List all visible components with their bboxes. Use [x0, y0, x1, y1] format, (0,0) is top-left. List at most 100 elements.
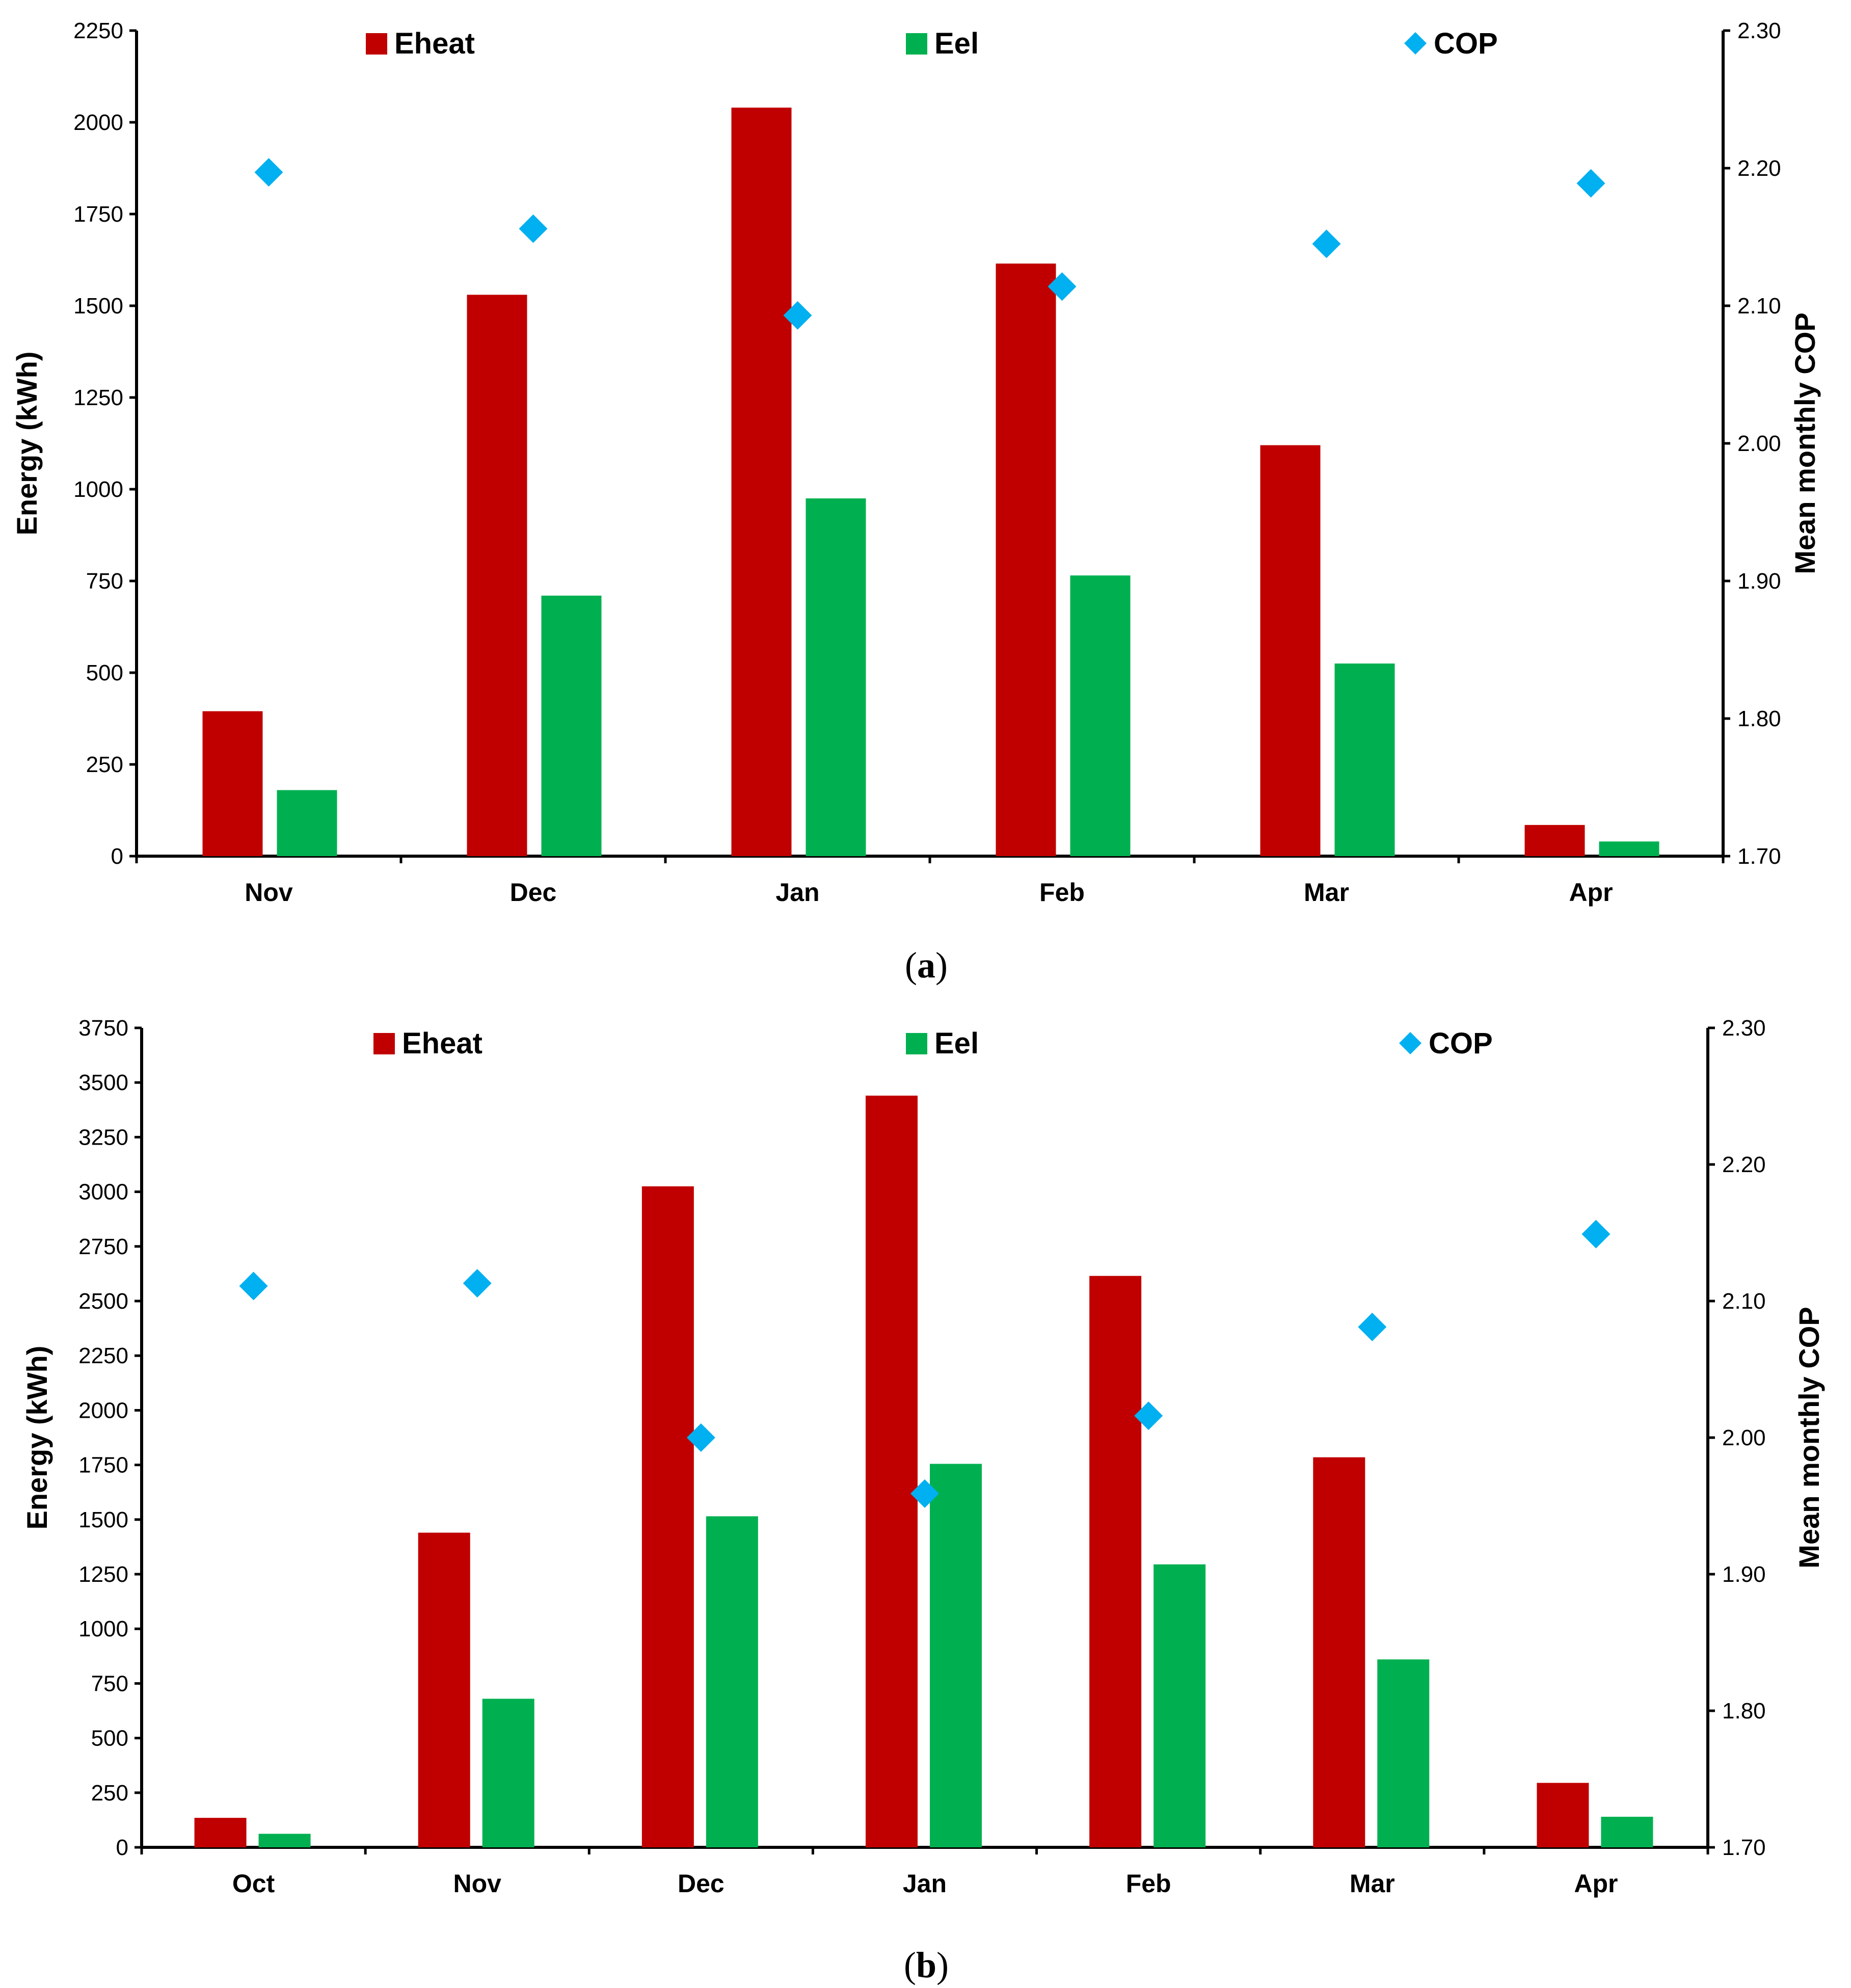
- y-tick-label: 2500: [78, 1289, 128, 1314]
- panel-caption-a: (a): [905, 945, 948, 986]
- caption-open-a: (: [905, 945, 917, 986]
- y2-tick-label: 2.20: [1737, 156, 1781, 181]
- y-tick-label: 0: [116, 1835, 128, 1860]
- bar-eheat-jan: [866, 1095, 918, 1847]
- bar-eel-oct: [258, 1834, 311, 1847]
- y-tick-label: 3000: [78, 1180, 128, 1205]
- chart-panel-b: 0 250 500 750 1000 1250 1500 1750 2000 2250 2500 27…: [21, 1016, 1825, 1985]
- y-tick-label: 250: [91, 1781, 128, 1806]
- point-cop-apr: [1576, 169, 1605, 198]
- point-cop-feb: [1048, 272, 1077, 301]
- axes-b: 0 250 500 750 1000 1250 1500 1750 2000 2250 2500 27…: [78, 1016, 1766, 1898]
- y2-tick-label: 2.30: [1722, 1016, 1766, 1041]
- point-cop-nov: [463, 1269, 492, 1298]
- y-tick-label: 0: [111, 844, 123, 869]
- bar-eheat-apr: [1524, 825, 1585, 856]
- y2-axis-title-b: Mean monthly COP: [1793, 1307, 1825, 1568]
- y2-tick-label: 1.70: [1722, 1835, 1766, 1860]
- y-tick-label: 750: [91, 1671, 128, 1696]
- y2-tick-label: 2.30: [1737, 18, 1781, 43]
- y-tick-label: 1000: [73, 477, 123, 502]
- y2-tick-label: 1.80: [1722, 1699, 1766, 1724]
- bar-eheat-nov: [418, 1532, 470, 1847]
- point-cop-feb: [1134, 1401, 1163, 1430]
- bars-a: [202, 108, 1659, 857]
- y-axis-title-b: Energy (kWh): [21, 1346, 53, 1530]
- caption-letter-b: b: [916, 1945, 936, 1985]
- chart-panel-a: 0 250 500 750 1000 1250 1500 1750 2000 2250 1.70 1.…: [11, 18, 1821, 986]
- y-tick-label: 2250: [73, 18, 123, 43]
- legend-swatch-eheat: [366, 33, 387, 55]
- x-tick-label: Oct: [232, 1869, 275, 1898]
- legend-label-cop: COP: [1429, 1027, 1493, 1060]
- bar-eel-apr: [1601, 1816, 1653, 1847]
- bar-eel-apr: [1599, 841, 1659, 856]
- bar-eel-dec: [541, 595, 602, 856]
- point-cop-dec: [686, 1423, 715, 1452]
- y-tick-label: 2750: [78, 1234, 128, 1259]
- bar-eel-mar: [1377, 1659, 1430, 1847]
- bar-eheat-dec: [641, 1186, 694, 1847]
- point-cop-jan: [783, 301, 812, 330]
- y2-tick-label: 2.20: [1722, 1152, 1766, 1177]
- legend-swatch-eel: [906, 1033, 927, 1054]
- y-tick-label: 2000: [73, 110, 123, 135]
- x-tick-label: Feb: [1039, 878, 1085, 907]
- legend-marker-cop: [1404, 32, 1427, 55]
- point-cop-mar: [1312, 229, 1341, 258]
- y2-tick-label: 1.90: [1737, 569, 1781, 594]
- bar-eel-nov: [482, 1699, 534, 1847]
- y-tick-label: 500: [86, 660, 123, 685]
- cop-points-a: [254, 158, 1605, 330]
- point-cop-apr: [1581, 1220, 1611, 1249]
- y2-tick-label: 2.10: [1737, 294, 1781, 319]
- x-tick-label: Dec: [510, 878, 557, 907]
- x-tick-label: Nov: [453, 1869, 501, 1898]
- y-tick-label: 3750: [78, 1016, 128, 1041]
- bar-eheat-apr: [1537, 1783, 1589, 1847]
- bar-eel-mar: [1334, 664, 1395, 856]
- legend-a: Eheat Eel COP: [366, 27, 1498, 60]
- bar-eheat-mar: [1260, 445, 1321, 856]
- x-tick-label: Dec: [678, 1869, 725, 1898]
- y-tick-label: 1000: [78, 1616, 128, 1641]
- y-tick-label: 1250: [73, 385, 123, 410]
- axes-a: 0 250 500 750 1000 1250 1500 1750 2000 2250 1.70 1.…: [73, 18, 1781, 907]
- y-tick-label: 3250: [78, 1125, 128, 1150]
- y2-tick-label: 2.00: [1722, 1425, 1766, 1450]
- y2-tick-label: 2.10: [1722, 1289, 1766, 1314]
- x-tick-label: Feb: [1126, 1869, 1171, 1898]
- x-tick-label: Jan: [903, 1869, 947, 1898]
- bar-eheat-feb: [1089, 1276, 1142, 1847]
- panel-caption-b: (b): [904, 1945, 949, 1985]
- y-tick-label: 1500: [73, 294, 123, 319]
- caption-close-a: ): [935, 945, 948, 986]
- bar-eel-jan: [930, 1464, 982, 1847]
- bars-b: [194, 1095, 1653, 1847]
- legend-swatch-eel: [906, 33, 927, 55]
- y-axis-title-a: Energy (kWh): [11, 352, 43, 536]
- y2-tick-label: 1.70: [1737, 844, 1781, 869]
- legend-label-cop: COP: [1434, 27, 1498, 60]
- x-tick-label: Apr: [1569, 878, 1613, 907]
- bar-eheat-mar: [1313, 1457, 1365, 1847]
- y-tick-label: 2250: [78, 1343, 128, 1368]
- y-tick-label: 1750: [78, 1453, 128, 1478]
- y-tick-label: 1500: [78, 1507, 128, 1532]
- bar-eel-feb: [1153, 1564, 1206, 1847]
- bar-eheat-dec: [467, 295, 527, 856]
- legend-swatch-eheat: [373, 1033, 395, 1054]
- point-cop-jan: [910, 1479, 939, 1508]
- bar-eheat-oct: [194, 1818, 247, 1847]
- point-cop-nov: [254, 158, 283, 187]
- cop-points-b: [239, 1220, 1611, 1508]
- bar-eel-nov: [277, 790, 337, 856]
- x-tick-label: Mar: [1350, 1869, 1395, 1898]
- y-tick-label: 250: [86, 752, 123, 777]
- caption-open-b: (: [904, 1945, 916, 1985]
- point-cop-mar: [1358, 1312, 1387, 1341]
- bar-eheat-jan: [731, 108, 792, 857]
- bar-eheat-feb: [996, 263, 1056, 857]
- y-tick-label: 3500: [78, 1070, 128, 1095]
